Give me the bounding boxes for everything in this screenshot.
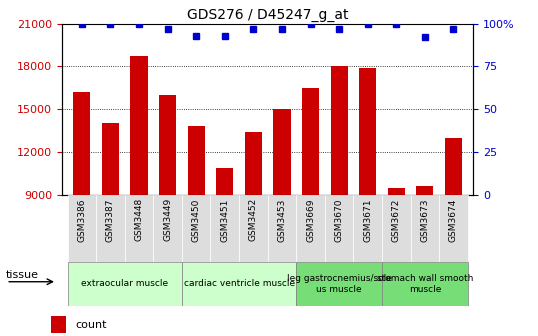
Text: count: count xyxy=(75,320,107,330)
Bar xyxy=(239,195,268,262)
Text: GSM3453: GSM3453 xyxy=(278,198,286,242)
Bar xyxy=(159,95,176,195)
Text: GSM3670: GSM3670 xyxy=(335,198,344,242)
Text: GSM3448: GSM3448 xyxy=(134,198,144,242)
Bar xyxy=(359,68,376,195)
Text: cardiac ventricle muscle: cardiac ventricle muscle xyxy=(183,280,295,288)
Bar xyxy=(445,138,462,195)
Bar xyxy=(96,195,125,262)
Bar xyxy=(130,56,147,195)
Text: GSM3673: GSM3673 xyxy=(420,198,429,242)
Text: GSM3387: GSM3387 xyxy=(106,198,115,242)
Text: GSM3671: GSM3671 xyxy=(363,198,372,242)
Bar xyxy=(353,195,382,262)
Bar xyxy=(382,262,468,306)
Bar xyxy=(182,262,296,306)
Title: GDS276 / D45247_g_at: GDS276 / D45247_g_at xyxy=(187,8,349,23)
Bar xyxy=(410,195,439,262)
Text: GSM3452: GSM3452 xyxy=(249,198,258,242)
Bar xyxy=(51,317,66,333)
Text: extraocular muscle: extraocular muscle xyxy=(81,280,168,288)
Text: stomach wall smooth
muscle: stomach wall smooth muscle xyxy=(377,274,473,294)
Bar xyxy=(382,195,410,262)
Bar xyxy=(296,195,325,262)
Text: GSM3449: GSM3449 xyxy=(163,198,172,242)
Text: GSM3669: GSM3669 xyxy=(306,198,315,242)
Text: leg gastrocnemius/sole
us muscle: leg gastrocnemius/sole us muscle xyxy=(287,274,392,294)
Bar xyxy=(216,168,233,195)
Bar xyxy=(296,262,382,306)
Bar xyxy=(273,109,291,195)
Text: GSM3451: GSM3451 xyxy=(220,198,229,242)
Bar xyxy=(153,195,182,262)
Bar xyxy=(302,88,319,195)
Bar xyxy=(125,195,153,262)
Bar xyxy=(68,195,96,262)
Bar xyxy=(68,262,182,306)
Bar xyxy=(73,92,90,195)
Bar xyxy=(268,195,296,262)
Bar xyxy=(182,195,210,262)
Text: tissue: tissue xyxy=(6,270,39,280)
Text: GSM3450: GSM3450 xyxy=(192,198,201,242)
Text: GSM3672: GSM3672 xyxy=(392,198,401,242)
Bar xyxy=(102,124,119,195)
Bar xyxy=(188,126,205,195)
Bar xyxy=(210,195,239,262)
Bar xyxy=(388,188,405,195)
Bar xyxy=(416,186,434,195)
Text: GSM3674: GSM3674 xyxy=(449,198,458,242)
Bar xyxy=(245,132,262,195)
Bar xyxy=(330,67,348,195)
Bar xyxy=(325,195,353,262)
Bar xyxy=(439,195,468,262)
Text: GSM3386: GSM3386 xyxy=(77,198,87,242)
